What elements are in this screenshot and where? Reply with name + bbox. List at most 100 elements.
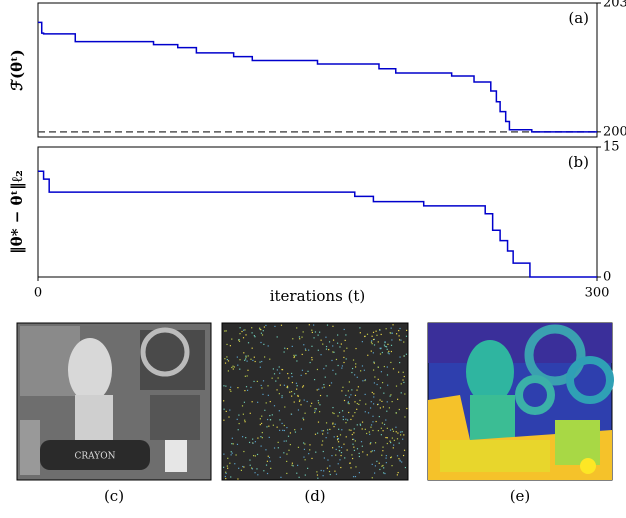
texture-dot <box>309 361 311 364</box>
texture-dot <box>225 471 227 473</box>
texture-dot <box>316 389 318 391</box>
texture-dot <box>377 366 379 368</box>
texture-dot <box>343 350 345 352</box>
texture-dot <box>393 439 395 441</box>
texture-dot <box>401 461 403 463</box>
texture-dot <box>370 341 373 343</box>
texture-dot <box>358 455 360 458</box>
texture-dot <box>374 465 377 467</box>
texture-dot <box>265 449 267 451</box>
texture-dot <box>302 385 305 387</box>
texture-dot <box>293 354 295 356</box>
texture-dot <box>374 442 377 444</box>
texture-dot <box>237 478 239 480</box>
texture-dot <box>298 336 301 338</box>
texture-dot <box>345 418 347 420</box>
texture-dot <box>314 408 316 410</box>
texture-dot <box>334 423 336 425</box>
texture-dot <box>252 455 255 457</box>
texture-dot <box>293 355 296 358</box>
texture-dot <box>265 402 267 404</box>
texture-dot <box>373 396 375 398</box>
texture-dot <box>276 389 278 391</box>
texture-dot <box>323 457 325 459</box>
texture-dot <box>385 462 387 464</box>
texture-dot <box>296 327 298 329</box>
texture-dot <box>374 472 376 474</box>
texture-dot <box>340 466 342 469</box>
texture-dot <box>362 451 364 453</box>
texture-dot <box>346 419 349 421</box>
texture-dot <box>399 327 401 330</box>
texture-dot <box>361 445 363 447</box>
texture-dot <box>396 474 398 476</box>
texture-dot <box>336 342 339 344</box>
texture-dot <box>355 363 357 365</box>
texture-dot <box>290 413 293 415</box>
texture-dot <box>254 455 256 457</box>
texture-dot <box>247 369 249 371</box>
texture-dot <box>357 386 359 388</box>
texture-dot <box>341 429 343 431</box>
texture-dot <box>225 385 227 387</box>
texture-dot <box>284 406 286 408</box>
texture-dot <box>320 469 322 472</box>
texture-dot <box>242 329 245 331</box>
texture-dot <box>266 426 268 428</box>
texture-dot <box>294 431 297 433</box>
texture-dot <box>290 390 293 393</box>
texture-dot <box>325 422 328 424</box>
texture-dot <box>232 365 234 367</box>
texture-dot <box>231 443 233 445</box>
texture-dot <box>335 454 337 456</box>
texture-dot <box>340 446 343 449</box>
texture-dot <box>352 359 355 361</box>
texture-dot <box>372 338 375 341</box>
texture-dot <box>224 475 226 478</box>
texture-dot <box>263 343 265 345</box>
texture-dot <box>361 421 364 423</box>
texture-dot <box>323 383 325 386</box>
texture-dot <box>314 331 317 333</box>
texture-dot <box>270 467 272 469</box>
texture-dot <box>371 343 373 345</box>
texture-dot <box>354 440 356 442</box>
texture-dot <box>278 393 280 395</box>
texture-dot <box>361 365 364 367</box>
texture-dot <box>381 351 383 354</box>
texture-dot <box>289 443 291 446</box>
texture-dot <box>267 455 269 457</box>
texture-dot <box>352 443 354 445</box>
texture-dot <box>383 365 385 368</box>
texture-dot <box>379 468 381 471</box>
texture-dot <box>299 338 301 340</box>
texture-dot <box>337 364 339 367</box>
texture-dot <box>343 361 345 364</box>
texture-dot <box>241 405 244 407</box>
texture-dot <box>292 338 294 340</box>
texture-dot <box>243 450 245 453</box>
texture-dot <box>382 430 384 432</box>
texture-dot <box>269 460 271 462</box>
texture-dot <box>358 472 361 474</box>
texture-dot <box>283 424 285 427</box>
texture-dot <box>389 332 391 334</box>
texture-dot <box>337 334 339 336</box>
texture-dot <box>341 367 343 369</box>
texture-dot <box>227 360 230 362</box>
texture-dot <box>313 337 315 339</box>
texture-dot <box>386 374 389 376</box>
texture-dot <box>382 406 384 408</box>
texture-dot <box>386 410 388 412</box>
texture-dot <box>345 358 347 360</box>
texture-dot <box>381 400 383 403</box>
texture-dot <box>230 386 232 388</box>
texture-dot <box>303 442 305 444</box>
texture-dot <box>354 401 356 403</box>
texture-dot <box>373 338 375 340</box>
texture-dot <box>354 394 357 397</box>
data-line <box>38 170 597 278</box>
texture-dot <box>245 386 248 388</box>
texture-dot <box>400 383 402 385</box>
texture-dot <box>269 358 271 360</box>
